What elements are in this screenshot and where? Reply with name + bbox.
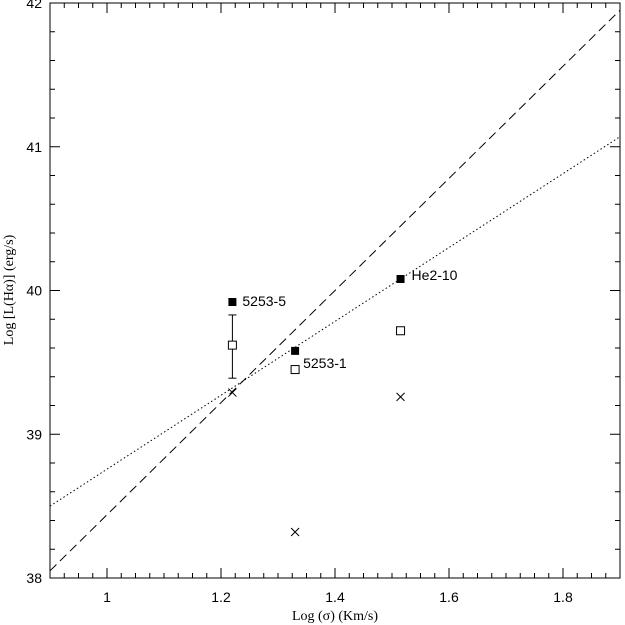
x-tick-label: 1.4 — [325, 589, 345, 605]
y-tick-label: 41 — [26, 139, 42, 155]
axis-ticks — [50, 2, 620, 579]
data-points — [227, 275, 406, 537]
open-square-point — [290, 365, 300, 375]
filled-square-point — [228, 298, 237, 306]
x-tick-label: 1.2 — [211, 589, 231, 605]
cross-point — [290, 527, 300, 537]
x-tick-label: 1.8 — [553, 589, 573, 605]
cross-point — [228, 388, 237, 397]
point-label: He2-10 — [412, 267, 458, 283]
point-label: 5253-5 — [242, 293, 286, 309]
filled-square-point — [291, 346, 300, 355]
y-axis-title: Log [L(Hα)] (erg/s) — [2, 234, 17, 345]
x-tick-label: 1 — [103, 589, 111, 605]
y-tick-label: 38 — [26, 570, 42, 586]
filled-square-point — [396, 275, 405, 283]
point-label: 5253-1 — [303, 355, 347, 371]
y-tick-label: 39 — [26, 426, 42, 442]
open-square-point — [227, 340, 237, 350]
x-tick-labels: 1 1.2 1.4 1.6 1.8 — [103, 589, 573, 605]
y-tick-label: 40 — [26, 283, 42, 299]
dashed-fit-line — [49, 9, 621, 572]
y-tick-labels: 38 39 40 41 42 — [26, 0, 42, 586]
fit-lines — [49, 9, 621, 572]
cross-point — [396, 392, 405, 402]
open-square-point — [396, 326, 406, 336]
dotted-fit-line — [49, 136, 621, 507]
x-tick-label: 1.6 — [439, 589, 459, 605]
point-labels: 5253-5 5253-1 He2-10 — [242, 267, 457, 371]
x-axis-title: Log (σ) (Km/s) — [292, 609, 378, 624]
y-tick-label: 42 — [26, 0, 42, 11]
